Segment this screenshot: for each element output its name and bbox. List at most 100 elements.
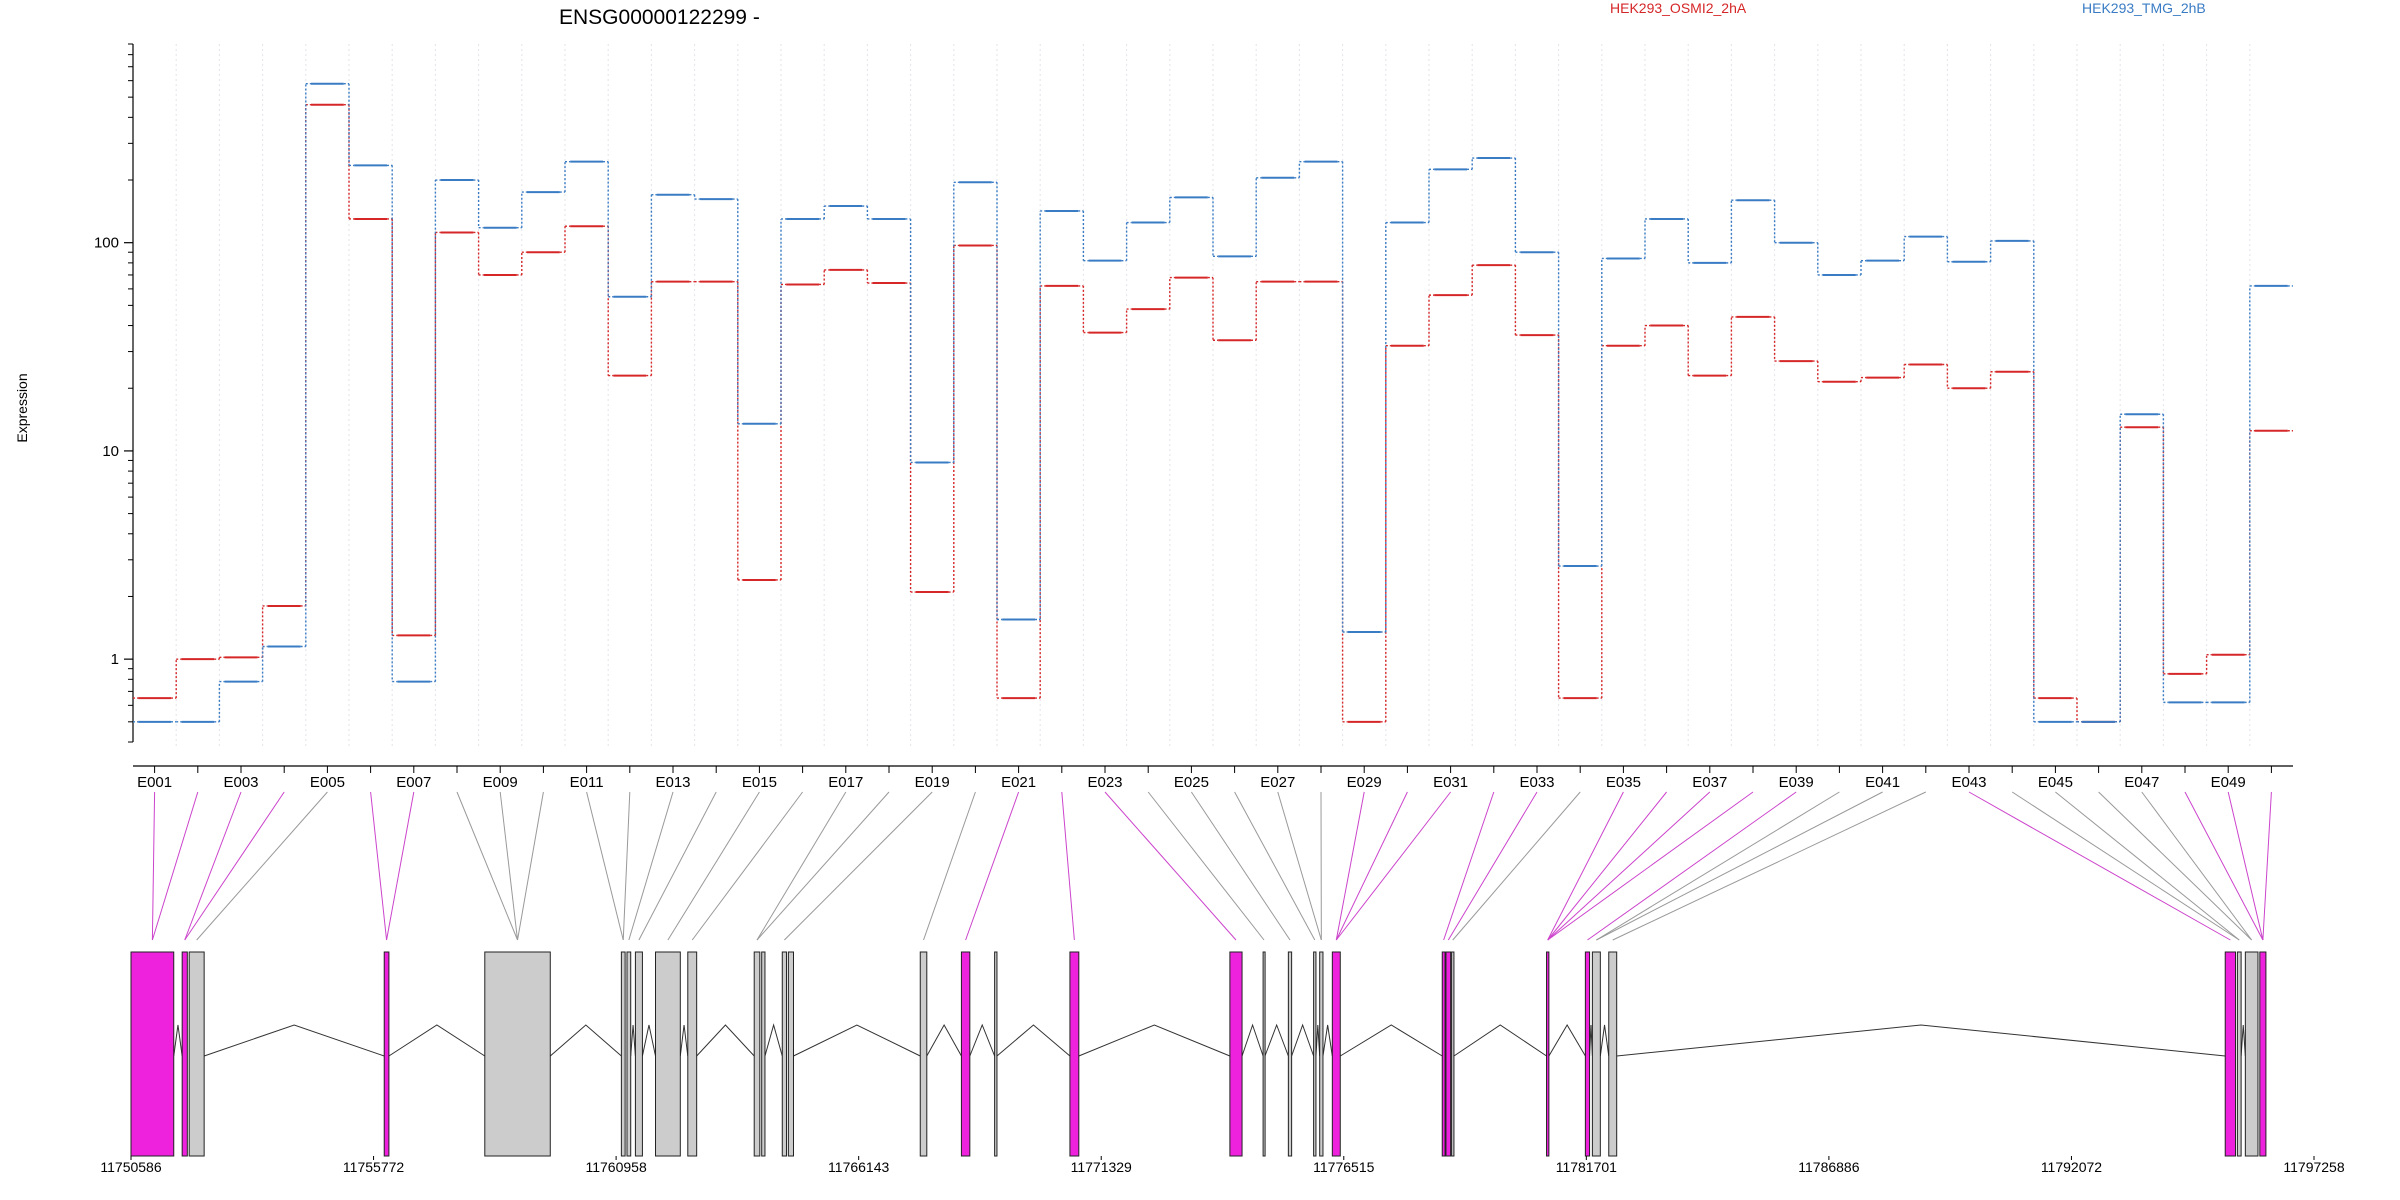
exon-link-line xyxy=(667,791,760,941)
exon-link-line xyxy=(151,791,199,941)
exon-link-line xyxy=(1061,791,1075,941)
intron-line xyxy=(679,1024,689,1057)
exon-link-line xyxy=(2227,791,2264,941)
exon-box xyxy=(919,951,928,1157)
y-tick-label: 100 xyxy=(94,235,119,252)
exon-link-line xyxy=(196,791,328,941)
x-tick-label: E047 xyxy=(2124,774,2159,791)
y-axis-label: Expression xyxy=(14,373,30,442)
exon-link-line xyxy=(622,791,631,941)
coordinate-label: 11760958 xyxy=(585,1159,646,1175)
intron-line xyxy=(549,1024,622,1057)
exon-link-line xyxy=(1190,791,1291,941)
exon-link-line xyxy=(1547,791,1754,941)
exon-box xyxy=(1445,951,1452,1157)
exon-box xyxy=(2259,951,2267,1157)
intron-line xyxy=(173,1024,183,1057)
genomic-coordinate-labels: 11750586 11755772 11760958 11766143 11771329… xyxy=(100,1156,2345,1175)
exon-link-line xyxy=(2184,791,2264,941)
intron-line xyxy=(1315,1024,1321,1057)
intron-line xyxy=(1241,1023,1264,1057)
exon-box xyxy=(655,951,681,1157)
exon-link-line xyxy=(2098,791,2252,941)
x-tick-label: E005 xyxy=(310,774,345,791)
y-tick-label: 10 xyxy=(102,443,119,460)
intron-line xyxy=(1599,1024,1610,1057)
exon-box xyxy=(2236,951,2242,1157)
exon-link-line xyxy=(499,791,519,941)
coordinate-label: 11776515 xyxy=(1313,1159,1374,1175)
exon-box xyxy=(1591,951,1601,1157)
coordinate-label: 11771329 xyxy=(1071,1159,1132,1175)
coordinate-label: 11786886 xyxy=(1798,1159,1859,1175)
exon-link-line xyxy=(386,791,415,941)
exon-box xyxy=(787,951,794,1157)
x-tick-label: E017 xyxy=(828,774,863,791)
exon-link-line xyxy=(1596,791,1840,941)
exon-link-line xyxy=(965,791,1020,941)
intron-line xyxy=(996,1024,1071,1057)
exon-link-line xyxy=(1612,791,1927,941)
exon-link-line xyxy=(1596,791,1883,941)
intron-line xyxy=(1322,1024,1333,1057)
exon-box xyxy=(1319,951,1324,1157)
exon-link-line xyxy=(691,791,804,941)
exon-box xyxy=(1451,951,1455,1157)
exon-box xyxy=(994,951,998,1157)
x-tick-label: E035 xyxy=(1606,774,1641,791)
exon-link-line xyxy=(1547,791,1711,941)
intron-line xyxy=(1340,1024,1443,1057)
exon-box xyxy=(130,951,175,1157)
x-tick-label: E015 xyxy=(742,774,777,791)
exon-link-line xyxy=(756,791,847,941)
exon-link-line xyxy=(370,791,388,941)
legend-series-2: HEK293_TMG_2hB xyxy=(2082,0,2206,16)
exon-link-line xyxy=(184,791,242,941)
exon-box xyxy=(626,951,632,1157)
coordinate-label: 11755772 xyxy=(343,1159,404,1175)
axes: 1 10 100 E001 E003 E005 E007 E009 E011 E013 E015 E0… xyxy=(94,43,2293,791)
grid-lines xyxy=(175,44,2251,746)
x-tick-label: E039 xyxy=(1779,774,1814,791)
chart-title: ENSG00000122299 - xyxy=(559,6,760,29)
exon-link-line xyxy=(1443,791,1495,941)
exon-link-line xyxy=(456,791,518,941)
exon-box xyxy=(1069,951,1080,1157)
intron-line xyxy=(641,1024,657,1057)
intron-line xyxy=(1291,1023,1315,1057)
exon-link-line xyxy=(586,791,624,941)
exon-link-line xyxy=(638,791,717,941)
exon-box xyxy=(687,951,698,1157)
x-tick-label: E031 xyxy=(1433,774,1468,791)
exon-link-lines xyxy=(151,791,2272,941)
exon-box xyxy=(1584,951,1591,1157)
exon-box xyxy=(1441,951,1446,1157)
exon-box xyxy=(181,951,188,1157)
exon-link-line xyxy=(1335,791,1451,941)
exon-box xyxy=(188,951,205,1157)
intron-line xyxy=(1264,1023,1289,1057)
intron-line xyxy=(926,1023,962,1057)
intron-line xyxy=(793,1024,921,1057)
intron-line xyxy=(1078,1024,1231,1057)
exon-link-line xyxy=(1234,791,1316,941)
exon-link-line xyxy=(1587,791,1797,941)
x-tick-label: E029 xyxy=(1347,774,1382,791)
x-tick-label: E049 xyxy=(2211,774,2246,791)
exon-box xyxy=(620,951,626,1157)
y-tick-label: 1 xyxy=(111,651,119,668)
exon-box xyxy=(383,951,390,1157)
intron-line xyxy=(1453,1024,1547,1057)
exon-link-line xyxy=(1335,791,1408,941)
exon-link-line xyxy=(1452,791,1581,941)
exon-box xyxy=(753,951,761,1157)
series-1 xyxy=(133,103,2293,723)
x-tick-label: E001 xyxy=(137,774,172,791)
x-tick-label: E037 xyxy=(1692,774,1727,791)
exon-link-line xyxy=(628,791,674,941)
intron-line xyxy=(203,1024,385,1057)
exon-link-line xyxy=(2141,791,2253,941)
x-tick-label: E021 xyxy=(1001,774,1036,791)
intron-line xyxy=(388,1024,486,1057)
series-lines xyxy=(133,82,2293,723)
